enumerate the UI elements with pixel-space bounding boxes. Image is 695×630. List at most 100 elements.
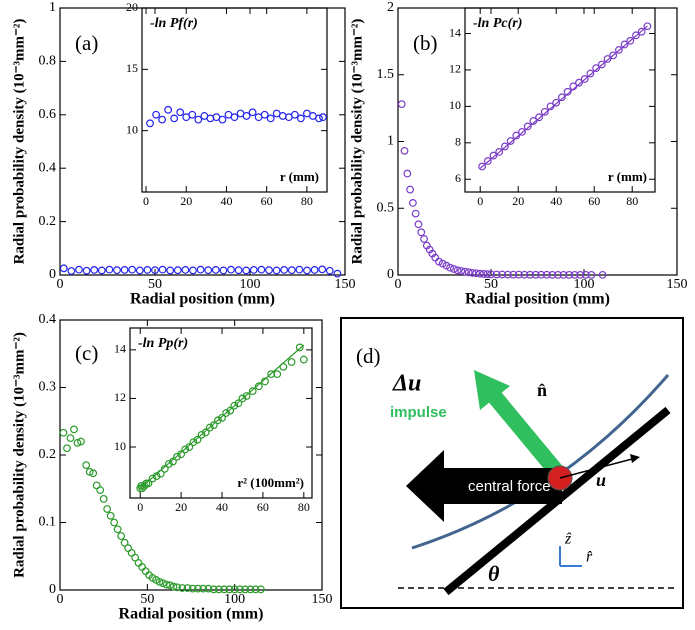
inset-title: -ln Pp(r)	[138, 336, 188, 351]
data-point	[162, 580, 171, 589]
data-point	[158, 265, 167, 274]
data-point	[520, 270, 529, 279]
data-point	[457, 267, 466, 275]
y-tick-label: 12	[449, 62, 461, 76]
data-point	[333, 269, 342, 278]
force-head	[406, 450, 444, 522]
data-point	[173, 452, 181, 461]
y-tick-label: 6	[455, 171, 461, 185]
data-point	[211, 266, 220, 274]
y-tick-label: 10	[449, 98, 461, 112]
inset-frame	[129, 327, 313, 499]
x-tick-label: 60	[261, 194, 273, 208]
z-hat-label: ẑ	[564, 531, 572, 548]
data-point	[626, 36, 635, 45]
x-tick-label: 150	[312, 592, 333, 607]
y-tick-label: 12	[114, 390, 126, 404]
data-point	[234, 399, 243, 408]
data-point	[592, 64, 600, 73]
data-point	[315, 114, 323, 123]
data-point	[632, 31, 640, 40]
data-point	[73, 438, 82, 447]
data-point	[637, 27, 646, 36]
data-point	[234, 266, 243, 275]
y-tick-label: 0.3	[39, 380, 57, 395]
data-point	[241, 585, 250, 594]
y-tick-label: 0	[49, 267, 56, 282]
x-tick-label: 50	[140, 592, 154, 607]
y-tick-label: 0.4	[39, 312, 57, 327]
inset-x-label: r² (100mm²)	[237, 475, 304, 490]
data-point	[66, 434, 75, 443]
data-point	[290, 110, 299, 119]
y-tick-label: 0.5	[377, 200, 395, 215]
diagram-frame	[340, 317, 684, 609]
velocity-arrow	[559, 457, 637, 479]
impulse-arrow	[487, 390, 569, 484]
fit-line	[479, 25, 648, 169]
data-point	[169, 457, 177, 466]
data-point	[478, 162, 487, 171]
data-point	[90, 266, 99, 274]
data-point	[113, 525, 122, 534]
data-point	[475, 269, 484, 278]
data-point	[479, 270, 488, 278]
data-point	[403, 169, 412, 178]
u-label: u⃗	[596, 470, 620, 490]
x-tick-label: 60	[257, 500, 269, 514]
data-point	[498, 270, 507, 279]
data-point	[222, 409, 231, 417]
y-tick-label: 0	[387, 267, 394, 282]
data-point	[438, 259, 447, 268]
data-point	[406, 185, 414, 194]
y-tick-label: 2	[387, 0, 394, 15]
data-point	[449, 265, 458, 273]
data-point	[620, 40, 629, 49]
data-point	[586, 69, 595, 78]
data-point	[89, 469, 98, 478]
plot-frame	[397, 7, 678, 276]
x-tick-label: 0	[477, 194, 483, 208]
data-point	[523, 122, 532, 131]
x-tick-label: 20	[175, 500, 187, 514]
data-point	[197, 430, 206, 439]
data-point	[220, 585, 229, 594]
data-point	[170, 114, 179, 123]
data-point	[414, 220, 423, 229]
data-point	[242, 112, 251, 120]
data-point	[169, 582, 178, 591]
n-hat-label: n̂	[537, 380, 547, 400]
y-tick-label: 15	[126, 61, 138, 75]
data-point	[575, 78, 583, 87]
data-point	[159, 579, 167, 588]
data-point	[140, 481, 149, 490]
data-point	[318, 265, 327, 274]
data-point	[205, 423, 214, 432]
data-point	[201, 428, 210, 437]
y-tick-label: 0.4	[39, 160, 57, 175]
data-point	[181, 445, 190, 454]
x-tick-label: 0	[57, 277, 64, 292]
data-point	[127, 548, 136, 557]
data-point	[218, 413, 226, 422]
data-point	[189, 266, 197, 275]
data-point	[581, 270, 590, 279]
data-point	[296, 114, 305, 123]
data-point	[464, 268, 473, 277]
data-point	[598, 270, 607, 279]
y-tick-label: 14	[114, 342, 126, 356]
y-tick-label: 0.1	[39, 515, 57, 530]
data-point	[148, 474, 157, 483]
data-point	[515, 270, 523, 279]
data-point	[166, 581, 174, 590]
data-point	[75, 265, 83, 274]
data-point	[82, 461, 91, 470]
impulse-label: impulse	[390, 404, 447, 421]
data-point	[194, 115, 203, 124]
data-point	[230, 401, 239, 410]
data-point	[158, 115, 167, 124]
data-point	[558, 93, 566, 102]
data-point	[196, 265, 205, 274]
data-point	[487, 270, 495, 279]
